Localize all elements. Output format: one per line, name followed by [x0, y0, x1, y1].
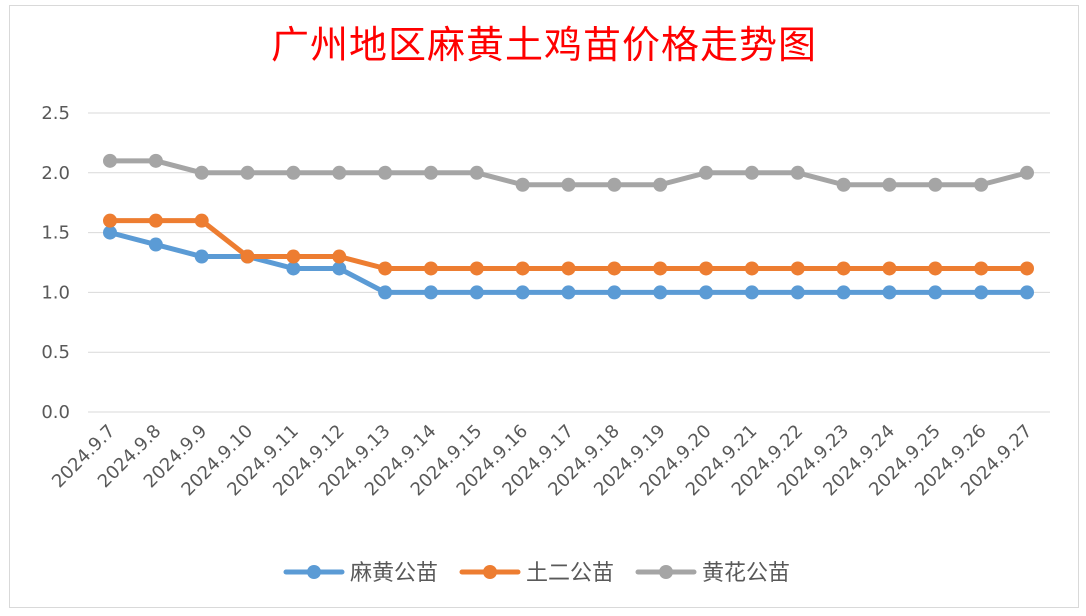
data-point	[699, 165, 714, 180]
data-point	[194, 165, 209, 180]
data-point	[699, 261, 714, 276]
y-tick-label: 0.0	[41, 402, 70, 423]
y-tick-label: 1.0	[41, 282, 70, 303]
data-point	[882, 285, 897, 300]
data-point	[607, 285, 622, 300]
data-point	[332, 165, 347, 180]
data-point	[423, 285, 438, 300]
legend: 麻黄公苗 土二公苗 黄花公苗	[283, 561, 790, 586]
data-point	[974, 177, 989, 192]
data-point	[103, 225, 117, 240]
legend-swatch-marker	[659, 565, 673, 579]
data-point	[836, 285, 851, 300]
data-point	[928, 177, 943, 192]
data-point	[332, 261, 347, 276]
data-point	[194, 249, 209, 264]
legend-label: 土二公苗	[526, 561, 614, 586]
data-point	[286, 261, 301, 276]
data-point	[653, 285, 668, 300]
data-point	[836, 261, 851, 276]
data-point	[744, 165, 759, 180]
data-point	[607, 177, 622, 192]
y-tick-label: 0.5	[41, 342, 70, 363]
x-axis-ticks: 2024.9.72024.9.82024.9.92024.9.102024.9.…	[48, 421, 1037, 501]
legend-label: 麻黄公苗	[350, 561, 438, 586]
data-point	[928, 285, 943, 300]
data-point	[286, 249, 301, 264]
chart-frame	[9, 5, 1079, 608]
data-point	[1020, 285, 1034, 300]
data-point	[103, 153, 117, 168]
data-point	[148, 213, 163, 228]
legend-swatch-marker	[483, 565, 497, 579]
data-point	[699, 285, 714, 300]
data-point	[882, 261, 897, 276]
y-tick-label: 2.0	[41, 163, 70, 184]
data-point	[103, 213, 117, 228]
data-point	[515, 177, 530, 192]
data-point	[653, 261, 668, 276]
data-point	[515, 285, 530, 300]
data-point	[286, 165, 301, 180]
data-point	[836, 177, 851, 192]
data-point	[1020, 261, 1034, 276]
data-point	[744, 285, 759, 300]
data-point	[240, 165, 255, 180]
data-point	[882, 177, 897, 192]
data-point	[378, 261, 393, 276]
data-point	[423, 165, 438, 180]
data-point	[194, 213, 209, 228]
data-point	[469, 165, 484, 180]
legend-swatch-marker	[307, 565, 321, 579]
data-point	[332, 249, 347, 264]
data-point	[561, 177, 576, 192]
data-point	[744, 261, 759, 276]
data-point	[974, 285, 989, 300]
data-point	[790, 285, 805, 300]
data-point	[607, 261, 622, 276]
data-point	[1020, 165, 1034, 180]
data-point	[561, 285, 576, 300]
data-point	[378, 285, 393, 300]
data-point	[378, 165, 393, 180]
data-point	[928, 261, 943, 276]
data-point	[653, 177, 668, 192]
data-point	[148, 153, 163, 168]
y-axis-ticks: 0.0 0.5 1.0 1.5 2.0 2.5	[41, 103, 70, 423]
chart-title: 广州地区麻黄土鸡苗价格走势图	[270, 23, 817, 67]
series-lines	[103, 153, 1034, 300]
y-tick-label: 2.5	[41, 103, 70, 124]
data-point	[515, 261, 530, 276]
y-tick-label: 1.5	[41, 223, 70, 244]
data-point	[148, 237, 163, 252]
data-point	[469, 285, 484, 300]
data-point	[561, 261, 576, 276]
data-point	[790, 261, 805, 276]
legend-label: 黄花公苗	[702, 561, 790, 586]
data-point	[790, 165, 805, 180]
data-point	[240, 249, 255, 264]
data-point	[469, 261, 484, 276]
data-point	[974, 261, 989, 276]
data-point	[423, 261, 438, 276]
